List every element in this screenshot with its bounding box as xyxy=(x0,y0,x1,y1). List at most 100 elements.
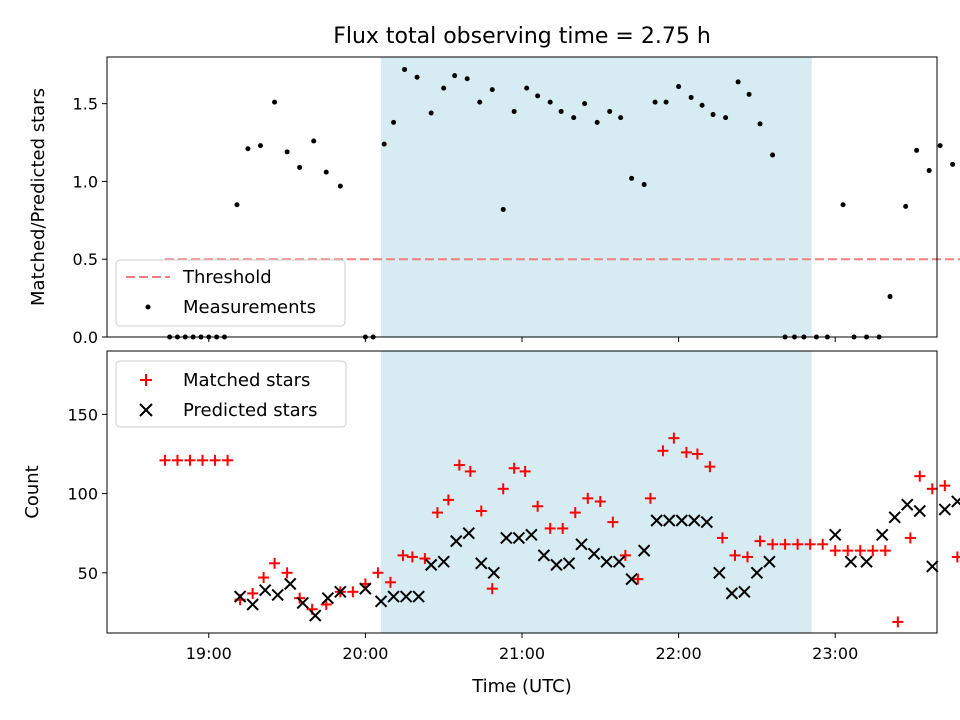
matched-star-point xyxy=(607,516,619,528)
matched-star-point xyxy=(569,507,581,519)
predicted-star-point xyxy=(875,528,889,541)
matched-star-point xyxy=(680,446,692,458)
matched-star-point xyxy=(544,522,556,534)
measurement-point xyxy=(524,85,530,91)
matched-star-point xyxy=(619,549,631,561)
matched-star-point xyxy=(879,545,891,557)
predicted-star-point xyxy=(663,514,676,527)
measurement-point xyxy=(245,146,251,152)
measurement-point xyxy=(710,112,716,118)
predicted-star-point xyxy=(284,577,297,591)
matched-star-point xyxy=(406,551,418,563)
predicted-star-point xyxy=(246,598,259,611)
predicted-star-point xyxy=(512,531,526,545)
measurement-point xyxy=(688,94,694,100)
predicted-star-point xyxy=(575,538,588,551)
measurement-point xyxy=(937,143,943,149)
measurement-point xyxy=(887,294,893,300)
measurement-point xyxy=(926,168,932,174)
measurement-point xyxy=(441,85,447,91)
measurement-point xyxy=(297,164,303,170)
matched-star-point xyxy=(951,551,960,563)
matched-star-point xyxy=(557,522,569,534)
y-tick-label-ratio: 1.0 xyxy=(73,172,98,191)
matched-star-point xyxy=(594,496,606,508)
matched-star-point xyxy=(269,557,281,569)
y-tick-label-ratio: 0.5 xyxy=(73,250,98,269)
predicted-star-point xyxy=(525,528,538,541)
measurement-point xyxy=(477,99,483,105)
matched-star-point xyxy=(197,454,209,466)
measurement-point xyxy=(558,108,564,114)
predicted-star-point xyxy=(271,588,284,602)
matched-star-point xyxy=(209,454,221,466)
matched-star-point xyxy=(644,492,656,504)
matched-star-point xyxy=(842,545,854,557)
matched-star-point xyxy=(372,567,384,579)
matched-star-point xyxy=(829,545,841,557)
matched-star-point xyxy=(716,532,728,544)
measurement-point xyxy=(618,115,624,121)
predicted-star-point xyxy=(334,585,347,599)
y-tick-label-ratio: 1.5 xyxy=(73,95,98,114)
measurement-point xyxy=(391,119,397,125)
matched-stars-points xyxy=(159,432,960,628)
matched-star-point xyxy=(742,551,754,563)
matched-star-point xyxy=(431,507,443,519)
measurement-point xyxy=(323,169,329,175)
measurement-point xyxy=(676,84,682,90)
predicted-star-point xyxy=(233,590,247,603)
matched-star-point xyxy=(792,538,804,550)
x-tick-label: 19:00 xyxy=(186,644,232,663)
predicted-star-point xyxy=(296,596,309,610)
matched-star-point xyxy=(804,538,816,550)
x-tick-label: 22:00 xyxy=(656,644,702,663)
legend-threshold-label: Threshold xyxy=(182,267,272,288)
matched-star-point xyxy=(171,454,183,466)
measurement-point xyxy=(582,101,588,107)
x-axis-time: 19:0020:0021:0022:0023:0000:0001:0002:00… xyxy=(186,633,858,663)
matched-star-point xyxy=(926,483,938,495)
matched-star-point xyxy=(817,538,829,550)
matched-star-point xyxy=(258,572,270,584)
measurement-point xyxy=(723,115,729,121)
legend-matched-swatch xyxy=(140,374,152,386)
matched-star-point xyxy=(892,616,904,628)
count-panel-frame xyxy=(106,350,938,634)
measurement-point xyxy=(663,99,669,105)
x-tick-label: 20:00 xyxy=(342,644,388,663)
chart-title: Flux total observing time = 2.75 h xyxy=(333,24,711,49)
matched-star-point xyxy=(668,432,680,444)
measurement-point xyxy=(311,138,317,144)
measurement-point xyxy=(914,147,920,153)
predicted-star-point xyxy=(688,514,701,527)
predicted-star-point xyxy=(374,595,388,608)
matched-star-point xyxy=(691,448,703,460)
matched-star-point xyxy=(904,532,916,544)
matched-star-point xyxy=(419,553,431,565)
y-axis-ratio: 0.0 0.5 1.0 1.5 xyxy=(73,95,107,347)
legend-predicted-swatch xyxy=(139,403,153,417)
x-axis-label: Time (UTC) xyxy=(471,676,572,697)
matched-star-point xyxy=(184,454,196,466)
matched-star-point xyxy=(704,461,716,473)
measurement-point xyxy=(464,76,470,82)
ratio-panel-frame xyxy=(106,56,938,338)
predicted-star-point xyxy=(860,555,873,568)
y-axis-label-ratio: Matched/Predicted stars xyxy=(28,88,49,306)
measurement-point xyxy=(381,141,387,147)
predicted-star-point xyxy=(738,585,751,599)
measurement-point xyxy=(428,110,434,116)
y-tick-label-count: 50 xyxy=(78,564,98,583)
matched-star-point xyxy=(779,538,791,550)
matched-star-point xyxy=(497,483,509,495)
x-tick-label: 23:00 xyxy=(812,644,858,663)
predicted-star-point xyxy=(650,514,663,527)
measurement-point xyxy=(652,99,658,105)
predicted-star-point xyxy=(700,515,713,529)
measurement-point xyxy=(770,152,776,158)
observing-span-bottom xyxy=(381,351,812,633)
predicted-star-point xyxy=(600,555,613,568)
predicted-star-point xyxy=(844,555,858,568)
matched-star-point xyxy=(453,459,465,471)
